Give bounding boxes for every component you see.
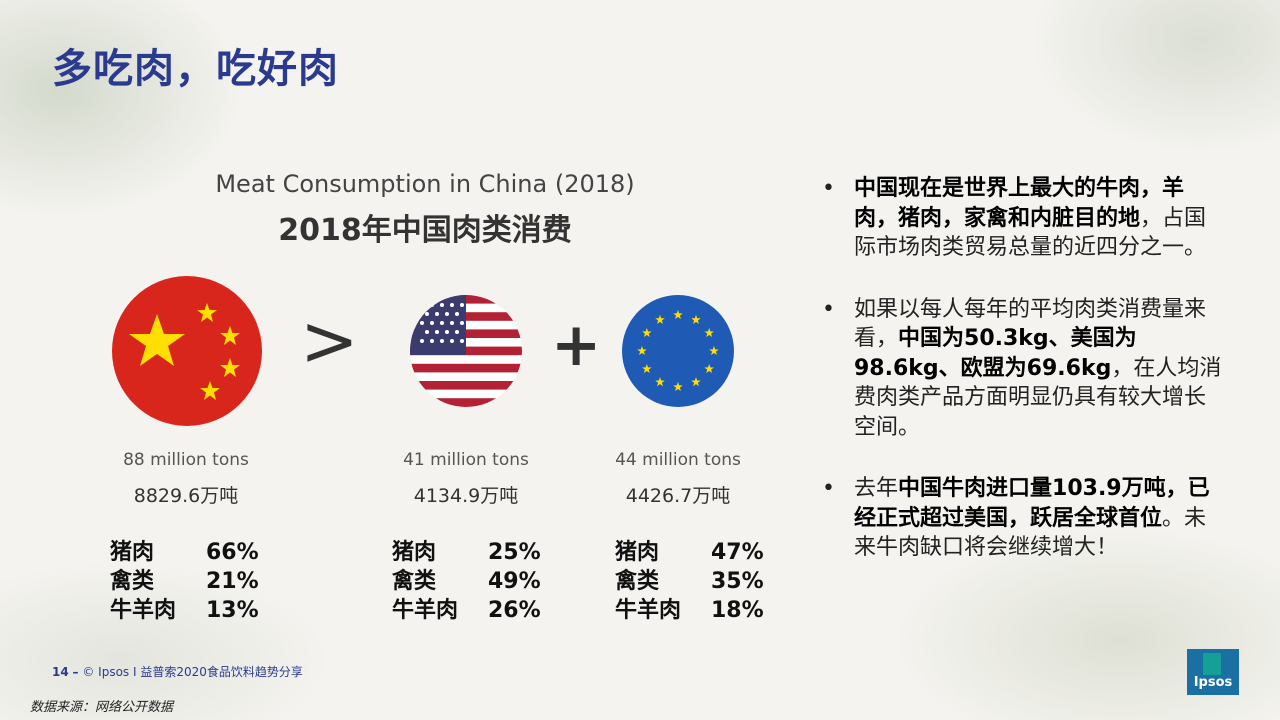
page-title: 多吃肉，吃好肉 bbox=[52, 46, 339, 92]
bullet-item: • 中国现在是世界上最大的牛肉，羊肉，猪肉，家禽和内脏目的地，占国际市场肉类贸易总… bbox=[822, 174, 1222, 263]
ipsos-logo: Ipsos bbox=[1187, 649, 1239, 695]
breakdown-category: 猪肉 bbox=[110, 540, 155, 565]
bullet-text: 。未来牛肉缺口将会继续增大！ bbox=[854, 505, 1207, 561]
breakdown-row: 猪肉 47% bbox=[615, 538, 764, 567]
bullet-item: • 如果以每人每年的平均肉类消费量来看，中国为50.3kg、美国为98.6kg、欧… bbox=[822, 295, 1222, 443]
chart-title-en: Meat Consumption in China (2018) bbox=[215, 170, 635, 198]
bullet-dot-icon: • bbox=[822, 476, 835, 501]
breakdown-row: 猪肉 25% bbox=[392, 538, 541, 567]
eu-star-icon bbox=[655, 377, 665, 387]
breakdown-category: 牛羊肉 bbox=[110, 598, 177, 623]
eu-star-icon bbox=[704, 364, 714, 374]
bullet-text: ，占国际市场肉类贸易总量的近四分之一。 bbox=[854, 205, 1207, 261]
breakdown-row: 猪肉 66% bbox=[110, 538, 259, 567]
breakdown-category: 猪肉 bbox=[392, 540, 437, 565]
bullet-list: • 中国现在是世界上最大的牛肉，羊肉，猪肉，家禽和内脏目的地，占国际市场肉类贸易总… bbox=[822, 174, 1222, 595]
breakdown-percent: 49% bbox=[488, 569, 541, 594]
china-tons-en: 88 million tons bbox=[123, 450, 249, 470]
breakdown-category: 牛羊肉 bbox=[615, 598, 682, 623]
bullet-bold-text: 中国为50.3kg、美国为98.6kg、欧盟为69.6kg bbox=[854, 326, 1137, 381]
footer-text: © Ipsos I 益普索2020食品饮料趋势分享 bbox=[82, 665, 303, 679]
footer-dash: – bbox=[72, 665, 79, 679]
eu-star-icon bbox=[655, 314, 665, 324]
breakdown-category: 禽类 bbox=[110, 569, 155, 594]
china-tons-cn: 8829.6万吨 bbox=[133, 485, 239, 507]
eu-star-icon bbox=[673, 382, 683, 392]
page-number: 14 bbox=[52, 665, 69, 679]
eu-star-icon bbox=[709, 346, 719, 356]
bullet-text: 去年 bbox=[854, 476, 899, 501]
breakdown-row: 禽类 49% bbox=[392, 567, 541, 596]
eu-star-icon bbox=[691, 314, 701, 324]
eu-flag-icon bbox=[622, 295, 734, 407]
eu-star-icon bbox=[642, 364, 652, 374]
breakdown-percent: 25% bbox=[488, 540, 541, 565]
eu-tons-en: 44 million tons bbox=[615, 450, 741, 470]
eu-tons-cn: 4426.7万吨 bbox=[625, 485, 731, 507]
breakdown-row: 禽类 35% bbox=[615, 567, 764, 596]
breakdown-category: 牛羊肉 bbox=[392, 598, 459, 623]
china-breakdown: 猪肉 66% 禽类 21% 牛羊肉 13% bbox=[110, 538, 259, 625]
breakdown-percent: 47% bbox=[711, 540, 764, 565]
usa-tons-cn: 4134.9万吨 bbox=[413, 485, 519, 507]
breakdown-row: 牛羊肉 13% bbox=[110, 596, 259, 625]
plus-symbol: + bbox=[551, 310, 602, 380]
eu-star-icon bbox=[704, 328, 714, 338]
usa-flag-icon bbox=[410, 295, 522, 407]
breakdown-percent: 13% bbox=[206, 598, 259, 623]
breakdown-category: 禽类 bbox=[615, 569, 660, 594]
usa-breakdown: 猪肉 25% 禽类 49% 牛羊肉 26% bbox=[392, 538, 541, 625]
bullet-dot-icon: • bbox=[822, 296, 835, 322]
logo-mark-icon bbox=[1203, 653, 1221, 675]
eu-breakdown: 猪肉 47% 禽类 35% 牛羊肉 18% bbox=[615, 538, 764, 625]
breakdown-row: 禽类 21% bbox=[110, 567, 259, 596]
breakdown-percent: 35% bbox=[711, 569, 764, 594]
breakdown-category: 禽类 bbox=[392, 569, 437, 594]
eu-star-icon bbox=[691, 377, 701, 387]
bullet-bold-text: 中国现在是世界上最大的牛肉，羊肉，猪肉，家禽和内脏目的地 bbox=[854, 176, 1185, 231]
breakdown-category: 猪肉 bbox=[615, 540, 660, 565]
bullet-bold-text: 中国牛肉进口量103.9万吨，已经正式超过美国，跃居全球首位 bbox=[854, 476, 1210, 531]
chart-title-cn: 2018年中国肉类消费 bbox=[278, 213, 572, 248]
usa-tons-en: 41 million tons bbox=[403, 450, 529, 470]
bullet-dot-icon: • bbox=[822, 176, 835, 201]
breakdown-row: 牛羊肉 26% bbox=[392, 596, 541, 625]
bullet-text: 如果以每人每年的平均肉类消费量来看， bbox=[854, 296, 1207, 352]
eu-star-icon bbox=[637, 346, 647, 356]
breakdown-percent: 18% bbox=[711, 598, 764, 623]
greater-than-symbol: > bbox=[300, 300, 359, 382]
breakdown-percent: 66% bbox=[206, 540, 259, 565]
logo-text: Ipsos bbox=[1193, 675, 1233, 690]
bullet-text: ，在人均消费肉类产品方面明显仍具有较大增长空间。 bbox=[854, 355, 1222, 440]
breakdown-row: 牛羊肉 18% bbox=[615, 596, 764, 625]
china-flag-icon bbox=[112, 276, 262, 426]
breakdown-percent: 21% bbox=[206, 569, 259, 594]
bullet-item: • 去年中国牛肉进口量103.9万吨，已经正式超过美国，跃居全球首位。未来牛肉缺口… bbox=[822, 474, 1222, 563]
footer: 14 – © Ipsos I 益普索2020食品饮料趋势分享 bbox=[52, 663, 303, 680]
breakdown-percent: 26% bbox=[488, 598, 541, 623]
data-source: 数据来源：网络公开数据 bbox=[30, 700, 174, 715]
eu-star-icon bbox=[642, 328, 652, 338]
eu-star-icon bbox=[673, 310, 683, 320]
